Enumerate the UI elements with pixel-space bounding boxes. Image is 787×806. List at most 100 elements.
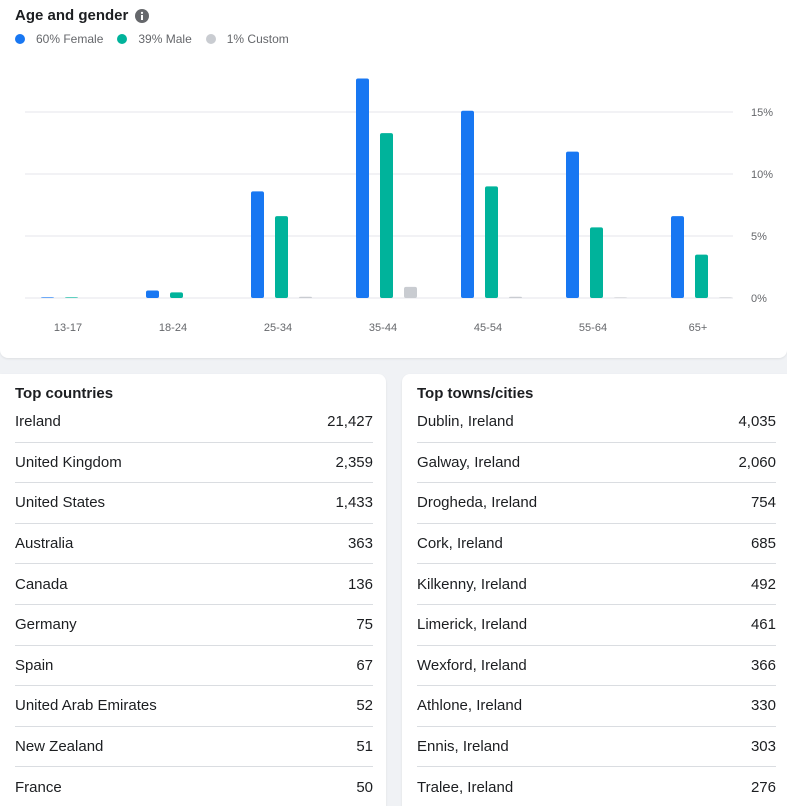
list-item-name: Tralee, Ireland	[417, 778, 514, 796]
legend-item-male[interactable]: 39% Male	[117, 32, 192, 46]
list-item-value: 2,060	[738, 453, 776, 471]
list-item-value: 461	[750, 616, 776, 634]
list-item: Drogheda, Ireland 754	[417, 483, 776, 524]
list-item-value: 21,427	[327, 413, 373, 431]
bar-female-18-24[interactable]	[146, 290, 159, 298]
age-gender-chart: 0% 5% 10% 15% 13-17 18-24 25-34 35-44 45-54 55-64…	[25, 78, 773, 334]
list-item-value: 52	[356, 697, 373, 715]
list-item: Cork, Ireland 685	[417, 524, 776, 565]
x-tick-label: 55-64	[579, 322, 607, 334]
list-item-name: United Arab Emirates	[15, 697, 157, 715]
list-item-name: Germany	[15, 616, 77, 634]
list-item: Australia 363	[15, 524, 373, 565]
list-item-value: 276	[750, 778, 776, 796]
x-tick-label: 45-54	[474, 322, 502, 334]
top-countries-title: Top countries	[15, 385, 114, 402]
list-item-value: 363	[347, 535, 373, 553]
legend-label-custom: 1% Custom	[226, 32, 289, 46]
bar-female-65+[interactable]	[671, 216, 684, 298]
bar-male-25-34[interactable]	[275, 216, 288, 298]
top-towns-title: Top towns/cities	[417, 385, 534, 402]
list-item: Tralee, Ireland 276	[417, 767, 776, 806]
list-item-value: 75	[356, 616, 373, 634]
list-item-name: Dublin, Ireland	[417, 413, 514, 431]
list-item-value: 50	[356, 778, 373, 796]
list-item-name: Galway, Ireland	[417, 453, 521, 471]
legend-dot-custom	[205, 34, 216, 44]
list-item: New Zealand 51	[15, 727, 373, 768]
legend-item-female[interactable]: 60% Female	[15, 32, 103, 46]
age-gender-card: 0% 5% 10% 15% 13-17 18-24 25-34 35-44 45-54 55-64…	[0, 0, 787, 358]
list-item-name: United Kingdom	[15, 453, 122, 471]
list-item-value: 330	[750, 697, 776, 715]
bar-female-35-44[interactable]	[356, 78, 369, 299]
list-item-name: Ennis, Ireland	[417, 738, 509, 756]
y-tick-label: 0%	[751, 293, 767, 305]
list-item-name: Athlone, Ireland	[417, 697, 523, 715]
legend-label-female: 60% Female	[36, 32, 104, 46]
top-countries-card: Top countries Ireland 21,427 United Kingdo…	[0, 374, 386, 806]
list-item-value: 136	[347, 575, 373, 593]
bar-female-25-34[interactable]	[251, 191, 264, 298]
list-item-name: France	[15, 778, 62, 796]
legend-dot-male	[117, 34, 128, 44]
list-item-name: New Zealand	[15, 738, 104, 756]
top-towns-list: Dublin, Ireland 4,035 Galway, Ireland 2,060…	[417, 402, 776, 806]
bar-custom-35-44[interactable]	[404, 286, 417, 298]
list-item-name: Spain	[15, 656, 54, 674]
list-item: Dublin, Ireland 4,035	[417, 402, 776, 443]
y-tick-label: 5%	[751, 231, 767, 243]
list-item-value: 685	[750, 535, 776, 553]
list-item-name: Australia	[15, 535, 74, 553]
list-item-name: Cork, Ireland	[417, 535, 503, 553]
y-tick-label: 15%	[751, 107, 773, 119]
list-item-value: 1,433	[335, 494, 373, 512]
list-item: Limerick, Ireland 461	[417, 605, 776, 646]
bar-male-18-24[interactable]	[170, 292, 183, 298]
list-item: Germany 75	[15, 605, 373, 646]
list-item-value: 2,359	[335, 453, 373, 471]
list-item: Galway, Ireland 2,060	[417, 443, 776, 484]
list-item-value: 366	[750, 656, 776, 674]
list-item-name: Wexford, Ireland	[417, 656, 527, 674]
list-item-value: 4,035	[738, 413, 776, 431]
bar-female-45-54[interactable]	[461, 110, 474, 298]
info-icon[interactable]	[135, 8, 150, 23]
bar-custom-25-34[interactable]	[299, 296, 312, 298]
list-item-value: 303	[750, 738, 776, 756]
list-item-name: United States	[15, 494, 106, 512]
bar-custom-55-64[interactable]	[614, 297, 627, 298]
bar-male-35-44[interactable]	[380, 133, 393, 298]
bar-custom-45-54[interactable]	[509, 296, 522, 298]
bar-male-13-17[interactable]	[65, 297, 78, 298]
bar-male-45-54[interactable]	[485, 186, 498, 298]
bar-male-65+[interactable]	[695, 254, 708, 298]
list-item: Wexford, Ireland 366	[417, 646, 776, 687]
list-item: Ennis, Ireland 303	[417, 727, 776, 768]
list-item-name: Kilkenny, Ireland	[417, 575, 527, 593]
x-tick-label: 65+	[689, 322, 708, 334]
x-tick-label: 35-44	[369, 322, 397, 334]
list-item: Canada 136	[15, 564, 373, 605]
legend-dot-female	[15, 34, 25, 44]
bar-female-55-64[interactable]	[566, 151, 579, 298]
list-item-value: 492	[750, 575, 776, 593]
legend-item-custom[interactable]: 1% Custom	[205, 32, 289, 46]
bar-custom-65+[interactable]	[719, 297, 732, 298]
list-item-value: 754	[750, 494, 776, 512]
list-item-value: 67	[356, 656, 373, 674]
list-item: Kilkenny, Ireland 492	[417, 564, 776, 605]
age-gender-header: Age and gender	[15, 7, 150, 24]
list-item: Athlone, Ireland 330	[417, 686, 776, 727]
x-tick-label: 25-34	[264, 322, 292, 334]
top-towns-card: Top towns/cities Dublin, Ireland 4,035 Gal…	[402, 374, 787, 806]
y-tick-label: 10%	[751, 169, 773, 181]
list-item: United States 1,433	[15, 483, 373, 524]
x-tick-label: 13-17	[54, 322, 82, 334]
list-item: United Arab Emirates 52	[15, 686, 373, 727]
bar-male-55-64[interactable]	[590, 227, 603, 298]
list-item: Spain 67	[15, 646, 373, 687]
age-gender-title: Age and gender	[15, 7, 129, 24]
list-item-value: 51	[356, 738, 373, 756]
bar-female-13-17[interactable]	[41, 297, 54, 298]
